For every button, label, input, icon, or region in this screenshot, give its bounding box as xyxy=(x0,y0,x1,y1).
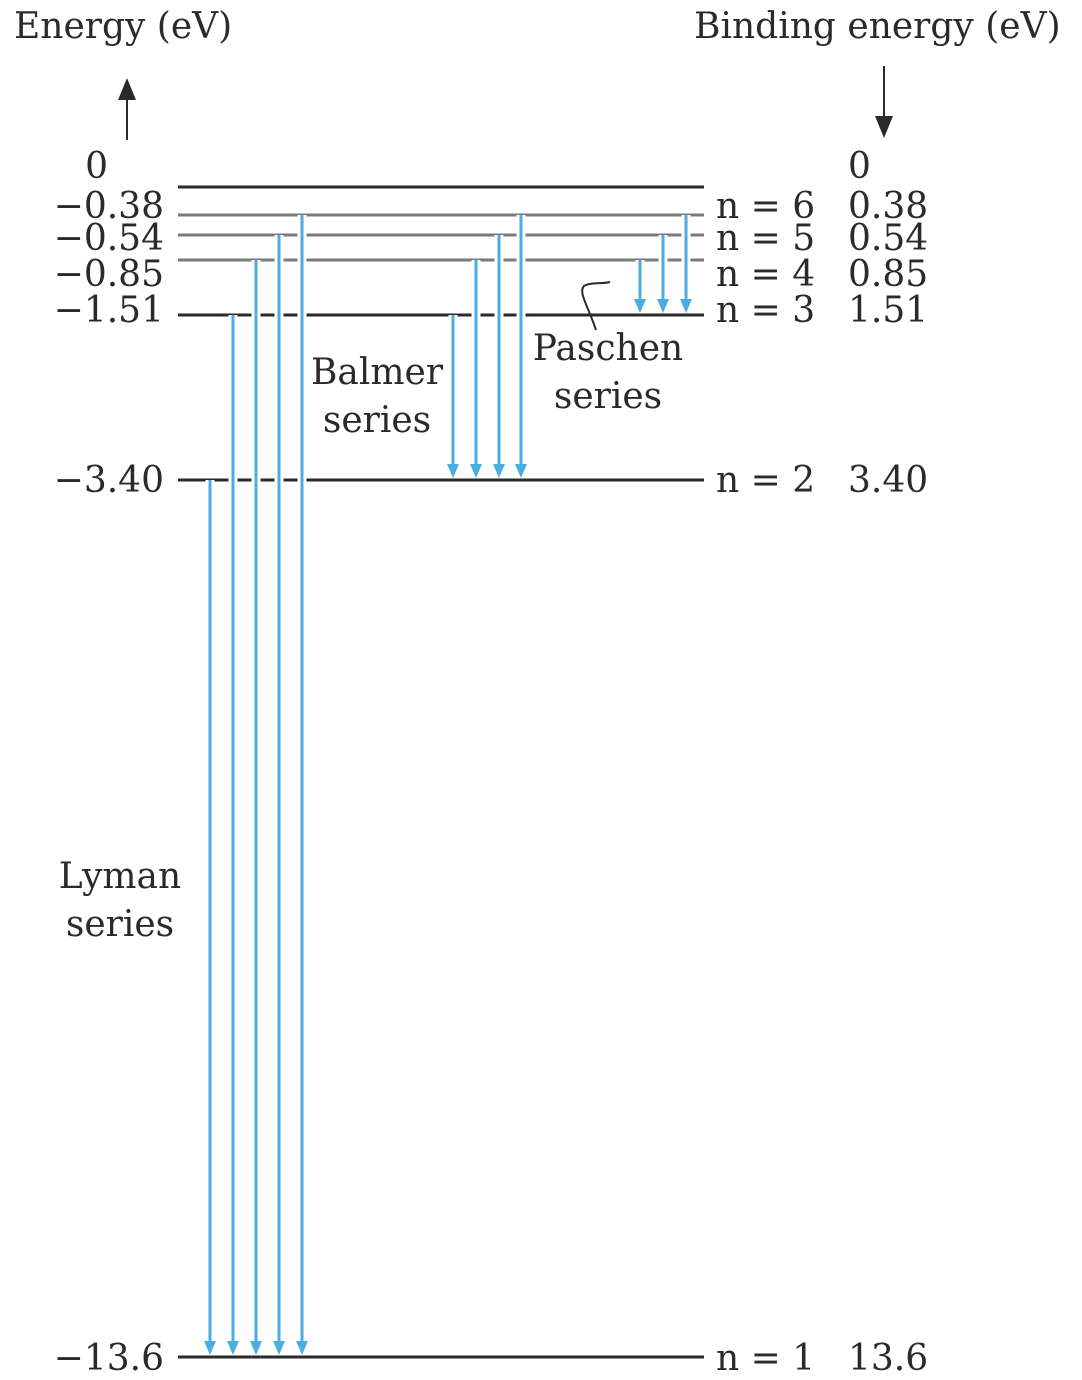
lyman-arrowhead xyxy=(273,1341,285,1355)
energy-value: −0.38 xyxy=(54,186,164,227)
right-axis-title: Binding energy (eV) xyxy=(694,6,1061,47)
energy-values: 0−0.38−0.54−0.85−1.51 −3.40 −13.6 xyxy=(54,146,164,1379)
binding-energy-value: 0.54 xyxy=(848,218,928,259)
up-arrow-icon xyxy=(118,78,136,140)
energy-value: −0.54 xyxy=(54,218,164,259)
left-axis-title: Energy (eV) xyxy=(14,6,232,47)
paschen-arrowhead xyxy=(657,299,669,313)
n-level-label: n = 6 xyxy=(716,186,815,227)
paschen-label-line1: Paschen xyxy=(533,328,683,369)
balmer-label-line2: series xyxy=(323,400,431,441)
balmer-label-line1: Balmer xyxy=(311,352,444,393)
balmer-arrowhead xyxy=(447,464,459,478)
paschen-series-label: Paschen series xyxy=(533,281,683,417)
balmer-arrowhead xyxy=(515,464,527,478)
n-level-label: n = 5 xyxy=(716,218,815,259)
n-level-label: n = 4 xyxy=(716,254,815,295)
energy-levels xyxy=(178,185,704,1359)
lyman-arrowhead xyxy=(204,1341,216,1355)
lyman-series-label: Lyman series xyxy=(59,856,181,945)
energy-value: 0 xyxy=(85,146,108,187)
n-level-label: n = 3 xyxy=(716,290,815,331)
energy-value: −13.6 xyxy=(54,1338,164,1379)
energy-value: −1.51 xyxy=(54,290,164,331)
n-level-label: n = 2 xyxy=(716,460,815,501)
lyman-arrowhead xyxy=(296,1341,308,1355)
n-level-label: n = 1 xyxy=(716,1338,815,1379)
binding-energy-value: 0 xyxy=(848,146,871,187)
paschen-pointer xyxy=(581,281,611,331)
balmer-arrowhead xyxy=(493,464,505,478)
paschen-arrowhead xyxy=(680,299,692,313)
lyman-label-line2: series xyxy=(66,904,174,945)
binding-energy-values: 00.380.540.851.51 3.40 13.6 xyxy=(848,146,928,1379)
paschen-arrowhead xyxy=(634,299,646,313)
quantum-number-labels: n = 6n = 5n = 4n = 3 n = 2 n = 1 xyxy=(716,186,815,1379)
balmer-arrowhead xyxy=(470,464,482,478)
lyman-arrowhead xyxy=(227,1341,239,1355)
binding-energy-value: 0.38 xyxy=(848,186,928,227)
transition-arrows xyxy=(204,215,692,1355)
energy-value: −3.40 xyxy=(54,460,164,501)
paschen-label-line2: series xyxy=(554,376,662,417)
binding-energy-value: 0.85 xyxy=(848,254,928,295)
binding-energy-value: 13.6 xyxy=(848,1338,928,1379)
down-arrow-icon xyxy=(875,66,893,138)
lyman-label-line1: Lyman xyxy=(59,856,181,897)
energy-value: −0.85 xyxy=(54,254,164,295)
lyman-arrowhead xyxy=(250,1341,262,1355)
balmer-series-label: Balmer series xyxy=(311,352,444,441)
binding-energy-value: 3.40 xyxy=(848,460,928,501)
binding-energy-value: 1.51 xyxy=(848,290,928,331)
